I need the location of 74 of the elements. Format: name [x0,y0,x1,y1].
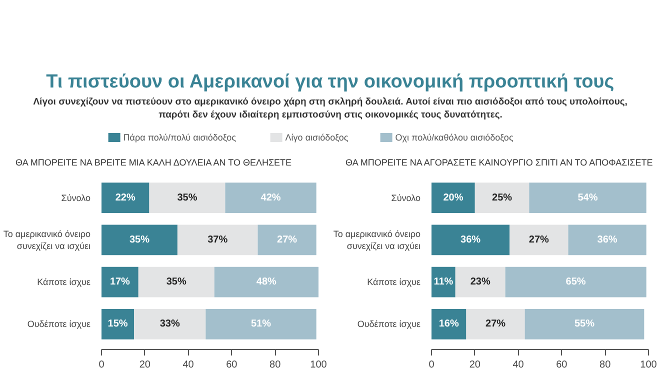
bar [505,266,646,298]
data-label: 35% [177,192,198,204]
x-tick-label: 80 [270,360,282,370]
data-label: 37% [208,234,228,246]
bar [138,266,214,298]
bar [102,182,150,213]
data-label: 20% [443,192,464,204]
data-label: 65% [566,276,586,288]
bar [206,309,316,340]
x-tick-label: 60 [556,360,568,370]
bar [466,309,525,340]
data-label: 22% [115,192,136,204]
bar [529,182,646,213]
x-tick-label: 20 [139,360,151,370]
data-label: 55% [574,318,595,330]
data-label: 36% [460,234,481,246]
x-tick-label: 40 [512,360,524,370]
bar [510,224,568,256]
data-label: 15% [108,318,128,330]
x-tick-label: 60 [226,360,238,370]
x-tick-label: 0 [98,360,105,370]
bar [177,224,258,256]
data-label: 33% [160,318,180,330]
bar [149,182,226,213]
bar [524,309,644,340]
y-tick-label: Το αμερικανικό όνειρο συνεχίζει να ισχύει [333,228,421,251]
x-tick-label: 100 [310,360,328,370]
x-tick-label: 40 [182,360,194,370]
chart-title: ΘΑ ΜΠΟΡΕΙΤΕ ΝΑ ΒΡΕΙΤΕ ΜΙΑ ΚΑΛΗ ΔΟΥΛΕΙΑ ΑΝ ΤΟ ΘΕΛΗΣΕΤΕ [16,158,292,168]
data-label: 17% [110,276,130,288]
data-label: 27% [528,234,550,246]
data-label: 25% [492,192,512,204]
y-tick-label: Το αμερικανικό όνειρο συνεχίζει να ισχύει [3,228,91,251]
data-label: 11% [434,276,454,288]
x-tick-label: 80 [600,360,612,370]
data-label: 23% [470,276,490,288]
bar [432,182,475,213]
data-label: 16% [438,318,459,330]
bar [568,224,646,256]
y-tick-label: Ουδέποτε ίσχυε [27,319,91,330]
data-label: 51% [250,318,272,330]
text: Λίγοι συνεχίζουν να πιστεύουν στο αμερικανικό όνειρο χάρη στη σκληρή δουλειά. Αυτοί είναι πιο αισιόδοξοι από τους υπολοίπους, παρότι δεν έχουν ιδιαίτερη εμπιστοσύνη στις οικονομικές τους δυνατότητες. [33,96,628,121]
y-tick-label: Σύνολο [391,192,421,203]
x-tick-label: 20 [469,360,481,370]
y-tick-label: Κάποτε ίσχυε [37,277,91,288]
data-label: 48% [256,276,277,288]
legend-label: Πάρα πολύ/πολύ αισιόδοξος [123,132,237,142]
y-tick-label: Σύνολο [61,192,91,203]
bar [455,266,506,298]
text: Τι πιστεύουν οι Αμερικανοί για την οικονομική προοπτική τους [46,72,614,92]
bar [102,266,138,298]
bar [474,182,530,213]
bar [432,224,510,256]
data-label: 54% [578,192,598,204]
bar [102,224,178,256]
legend-label: Λίγο αισιόδοξος [285,132,349,142]
data-label: 27% [486,318,506,330]
data-label: 35% [166,276,186,288]
y-tick-label: Κάποτε ίσχυε [367,277,421,288]
chart-title: ΘΑ ΜΠΟΡΕΙΤΕ ΝΑ ΑΓΟΡΑΣΕΤΕ ΚΑΙΝΟΥΡΓΙΟ ΣΠΙΤΙ ΑΝ ΤΟ ΑΠΟΦΑΣΙΣΕΤΕ [346,158,653,168]
x-tick-label: 100 [640,360,658,370]
y-tick-label: Ουδέποτε ίσχυε [357,319,421,330]
data-label: 42% [260,192,281,204]
data-label: 27% [277,234,298,246]
bar [225,182,316,213]
data-label: 35% [129,234,150,246]
bar [102,309,134,340]
bar [258,224,316,256]
legend-label: Οχι πολύ/καθόλου αισιόδοξος [395,132,514,142]
data-label: 36% [597,234,618,246]
x-tick-label: 0 [428,360,435,370]
bar [134,309,206,340]
bar [432,309,466,340]
bar [214,266,318,298]
